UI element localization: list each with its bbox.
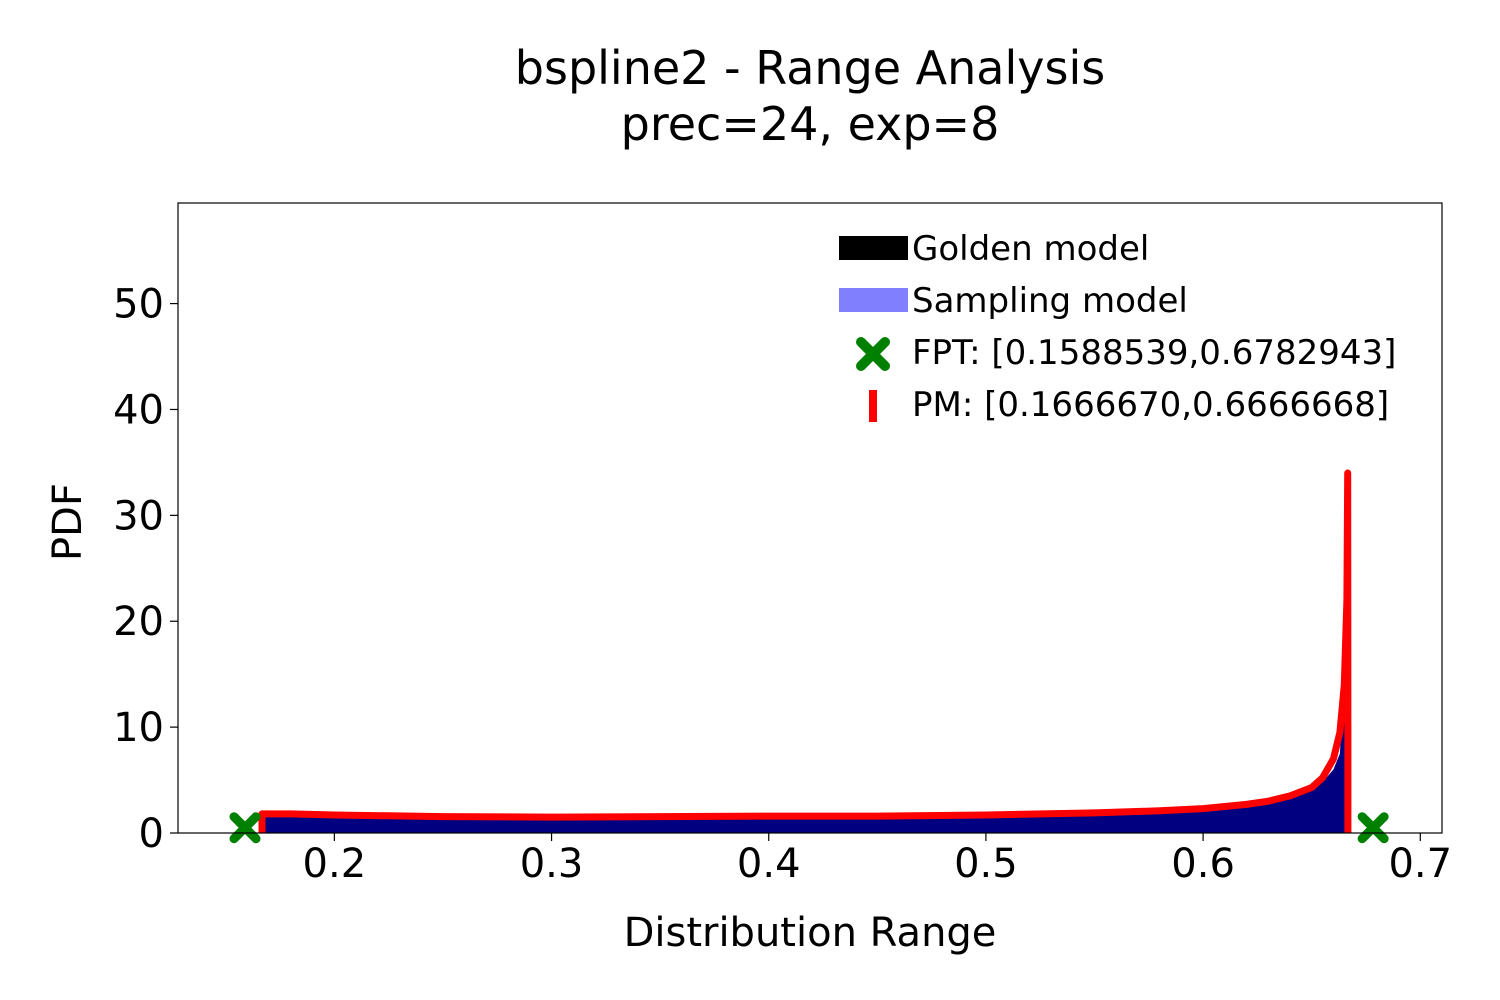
x-axis: 0.2 0.3 0.4 0.5 0.6 0.7 <box>303 833 1452 887</box>
pm-line <box>258 469 1352 833</box>
x-axis-label: Distribution Range <box>624 910 997 956</box>
legend-label: Golden model <box>912 229 1149 269</box>
fpt-marker <box>229 812 261 844</box>
legend-swatch <box>869 390 877 422</box>
chart-subtitle: prec=24, exp=8 <box>621 97 1000 151</box>
y-tick-label: 0 <box>139 811 164 857</box>
y-tick-label: 30 <box>113 493 164 539</box>
x-tick-label: 0.6 <box>1171 841 1235 887</box>
x-tick-label: 0.4 <box>737 841 801 887</box>
y-tick-label: 40 <box>113 387 164 433</box>
fpt-marker <box>1357 812 1389 844</box>
legend-swatch <box>856 337 890 371</box>
legend-label: PM: [0.1666670,0.6666668] <box>912 385 1389 425</box>
legend-swatch <box>839 236 908 260</box>
x-tick-label: 0.5 <box>954 841 1018 887</box>
chart-title: bspline2 - Range Analysis <box>515 41 1105 95</box>
legend-label: FPT: [0.1588539,0.6782943] <box>912 333 1396 373</box>
legend-swatch <box>839 288 908 312</box>
y-tick-label: 10 <box>113 705 164 751</box>
plot-content <box>258 469 1352 833</box>
legend: Golden model Sampling model FPT: [0.158853… <box>839 229 1396 425</box>
legend-label: Sampling model <box>912 281 1188 321</box>
y-axis-label: PDF <box>45 483 91 561</box>
y-axis: 0 10 20 30 40 50 <box>113 282 178 857</box>
golden-model-area <box>262 679 1348 833</box>
y-tick-label: 50 <box>113 282 164 328</box>
x-tick-label: 0.2 <box>303 841 367 887</box>
x-tick-label: 0.3 <box>520 841 584 887</box>
plot-frame <box>177 202 1443 834</box>
x-tick-label: 0.7 <box>1388 841 1452 887</box>
plot-area <box>229 469 1389 844</box>
y-tick-label: 20 <box>113 599 164 645</box>
